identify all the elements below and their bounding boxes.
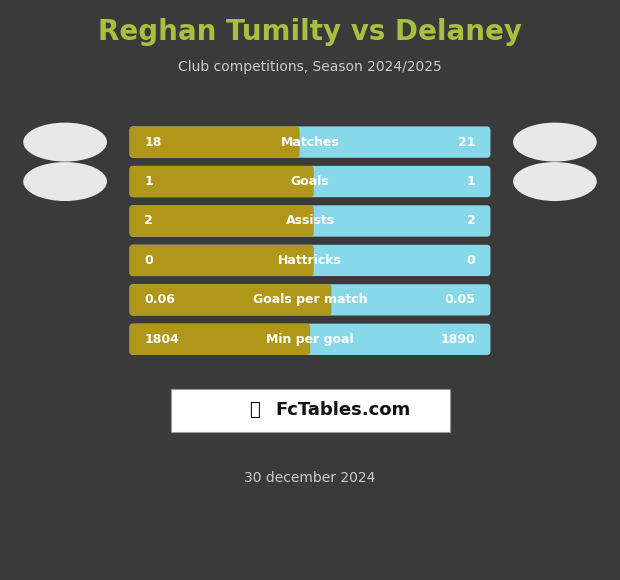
Text: 21: 21 bbox=[458, 136, 476, 148]
FancyBboxPatch shape bbox=[130, 245, 314, 276]
FancyBboxPatch shape bbox=[130, 126, 299, 158]
Text: Goals per match: Goals per match bbox=[253, 293, 367, 306]
Ellipse shape bbox=[23, 162, 107, 201]
Text: FcTables.com: FcTables.com bbox=[276, 401, 411, 419]
Text: 1804: 1804 bbox=[144, 333, 179, 346]
FancyBboxPatch shape bbox=[130, 245, 490, 276]
Text: 0: 0 bbox=[144, 254, 153, 267]
Text: 0.06: 0.06 bbox=[144, 293, 175, 306]
Text: Club competitions, Season 2024/2025: Club competitions, Season 2024/2025 bbox=[178, 60, 442, 74]
FancyBboxPatch shape bbox=[130, 166, 490, 197]
Text: 2: 2 bbox=[467, 215, 476, 227]
FancyBboxPatch shape bbox=[130, 205, 314, 237]
FancyBboxPatch shape bbox=[130, 284, 490, 316]
Text: Assists: Assists bbox=[285, 215, 335, 227]
Text: 2: 2 bbox=[144, 215, 153, 227]
Text: Hattricks: Hattricks bbox=[278, 254, 342, 267]
Text: Goals: Goals bbox=[291, 175, 329, 188]
Ellipse shape bbox=[23, 122, 107, 162]
FancyBboxPatch shape bbox=[130, 324, 310, 355]
FancyBboxPatch shape bbox=[130, 324, 490, 355]
Text: 📊: 📊 bbox=[249, 401, 260, 419]
Text: 1890: 1890 bbox=[441, 333, 476, 346]
Ellipse shape bbox=[513, 122, 596, 162]
FancyBboxPatch shape bbox=[170, 389, 450, 432]
Text: Min per goal: Min per goal bbox=[266, 333, 354, 346]
Text: 1: 1 bbox=[467, 175, 476, 188]
Ellipse shape bbox=[513, 162, 596, 201]
Text: Reghan Tumilty vs Delaney: Reghan Tumilty vs Delaney bbox=[98, 18, 522, 46]
FancyBboxPatch shape bbox=[130, 205, 490, 237]
FancyBboxPatch shape bbox=[130, 126, 490, 158]
Text: 0: 0 bbox=[467, 254, 476, 267]
Text: Matches: Matches bbox=[281, 136, 339, 148]
Text: 18: 18 bbox=[144, 136, 162, 148]
FancyBboxPatch shape bbox=[130, 284, 332, 316]
Text: 0.05: 0.05 bbox=[445, 293, 476, 306]
FancyBboxPatch shape bbox=[130, 166, 314, 197]
Text: 1: 1 bbox=[144, 175, 153, 188]
Text: 30 december 2024: 30 december 2024 bbox=[244, 472, 376, 485]
